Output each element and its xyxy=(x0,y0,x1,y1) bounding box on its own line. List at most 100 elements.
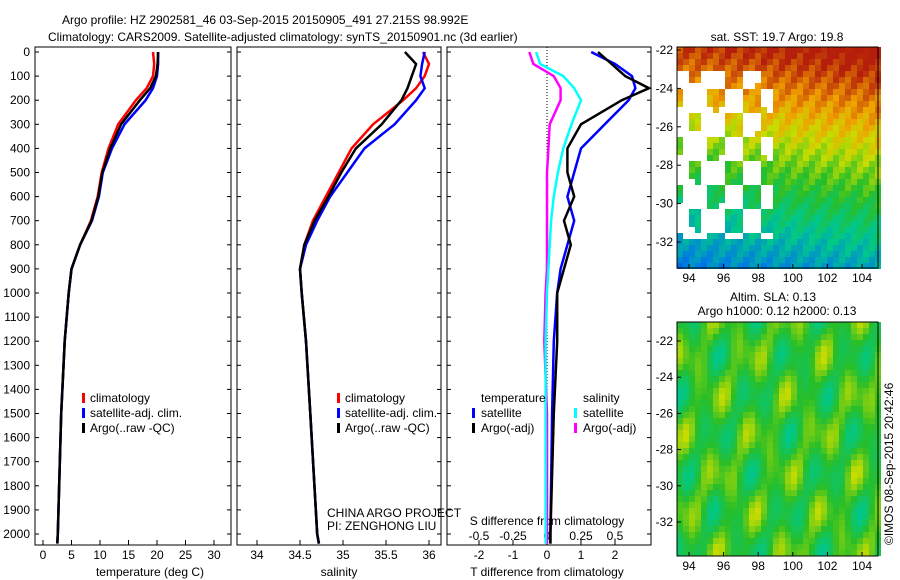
map-cell xyxy=(731,424,737,430)
map-cell xyxy=(701,412,707,418)
map-cell xyxy=(689,257,695,263)
map-cell xyxy=(803,490,809,496)
map-cell xyxy=(785,65,791,71)
map-cell xyxy=(791,227,797,233)
map-cell xyxy=(857,538,863,544)
map-cell xyxy=(743,191,749,197)
map-cell xyxy=(857,322,863,328)
map-cell xyxy=(815,95,821,101)
map-cell xyxy=(773,544,779,550)
map-cell xyxy=(863,448,869,454)
map-cell xyxy=(785,167,791,173)
map-cell xyxy=(689,406,695,412)
map-cell xyxy=(869,95,875,101)
map-cell xyxy=(677,460,683,466)
map-cell xyxy=(851,430,857,436)
map-cell xyxy=(845,53,851,59)
map-cell xyxy=(851,161,857,167)
map-cell xyxy=(719,89,725,95)
map-cell xyxy=(809,239,815,245)
map-cell xyxy=(809,47,815,53)
map-cell xyxy=(791,263,797,269)
sla-title-1: Altim. SLA: 0.13 xyxy=(730,290,816,304)
map-cell xyxy=(785,47,791,53)
map-cell xyxy=(827,107,833,113)
map-cell xyxy=(815,251,821,257)
map-cell xyxy=(827,520,833,526)
y-tick-label: 1700 xyxy=(3,455,30,469)
series-line-s-satellite xyxy=(534,51,583,544)
map-cell xyxy=(857,430,863,436)
map-cell xyxy=(731,538,737,544)
map-cell xyxy=(767,526,773,532)
y-tick-label: 300 xyxy=(10,117,30,131)
map-cell xyxy=(767,340,773,346)
map-cell xyxy=(695,59,701,65)
map-cell xyxy=(845,113,851,119)
map-cell xyxy=(677,454,683,460)
map-cell xyxy=(779,131,785,137)
map-cell xyxy=(779,538,785,544)
map-cell xyxy=(731,119,737,125)
map-cell xyxy=(713,257,719,263)
map-cell xyxy=(821,59,827,65)
map-cell xyxy=(845,59,851,65)
map-cell xyxy=(683,532,689,538)
map-cell xyxy=(743,89,749,95)
map-cell xyxy=(725,508,731,514)
map-cell xyxy=(809,424,815,430)
map-cell xyxy=(755,149,761,155)
map-cell xyxy=(839,59,845,65)
map-cell xyxy=(731,251,737,257)
map-cell xyxy=(845,370,851,376)
map-cell xyxy=(689,424,695,430)
x-tick-label: 20 xyxy=(150,548,164,562)
map-cell xyxy=(803,59,809,65)
map-cell xyxy=(827,119,833,125)
map-cell xyxy=(803,346,809,352)
map-cell xyxy=(683,478,689,484)
map-cell xyxy=(731,514,737,520)
map-cell xyxy=(695,412,701,418)
map-cell xyxy=(689,65,695,71)
map-cell xyxy=(845,119,851,125)
map-cell xyxy=(701,352,707,358)
map-cell xyxy=(737,65,743,71)
map-cell xyxy=(797,466,803,472)
map-cell xyxy=(767,334,773,340)
map-cell xyxy=(707,251,713,257)
map-cell xyxy=(713,191,719,197)
map-cell xyxy=(767,508,773,514)
sla-title-2: Argo h1000: 0.12 h2000: 0.13 xyxy=(698,304,857,318)
map-cell xyxy=(869,173,875,179)
map-cell xyxy=(815,340,821,346)
map-cell xyxy=(677,59,683,65)
map-cell xyxy=(749,388,755,394)
map-cell xyxy=(707,149,713,155)
map-cell xyxy=(857,448,863,454)
map-cell xyxy=(761,71,767,77)
map-cell xyxy=(869,83,875,89)
map-cell xyxy=(785,59,791,65)
map-cell xyxy=(857,101,863,107)
map-cell xyxy=(761,424,767,430)
map-cell xyxy=(809,496,815,502)
map-cell xyxy=(785,340,791,346)
map-cell xyxy=(695,167,701,173)
map-cell xyxy=(857,131,863,137)
map-cell xyxy=(707,352,713,358)
map-cell xyxy=(827,209,833,215)
map-cell xyxy=(863,346,869,352)
map-cell xyxy=(713,478,719,484)
map-cell xyxy=(785,203,791,209)
map-cell xyxy=(707,334,713,340)
map-cell xyxy=(779,406,785,412)
map-cell xyxy=(713,406,719,412)
map-cell xyxy=(821,532,827,538)
map-cell xyxy=(833,89,839,95)
map-cell xyxy=(833,77,839,83)
map-cell xyxy=(755,53,761,59)
map-cell xyxy=(755,47,761,53)
map-cell xyxy=(803,83,809,89)
map-cell xyxy=(677,496,683,502)
